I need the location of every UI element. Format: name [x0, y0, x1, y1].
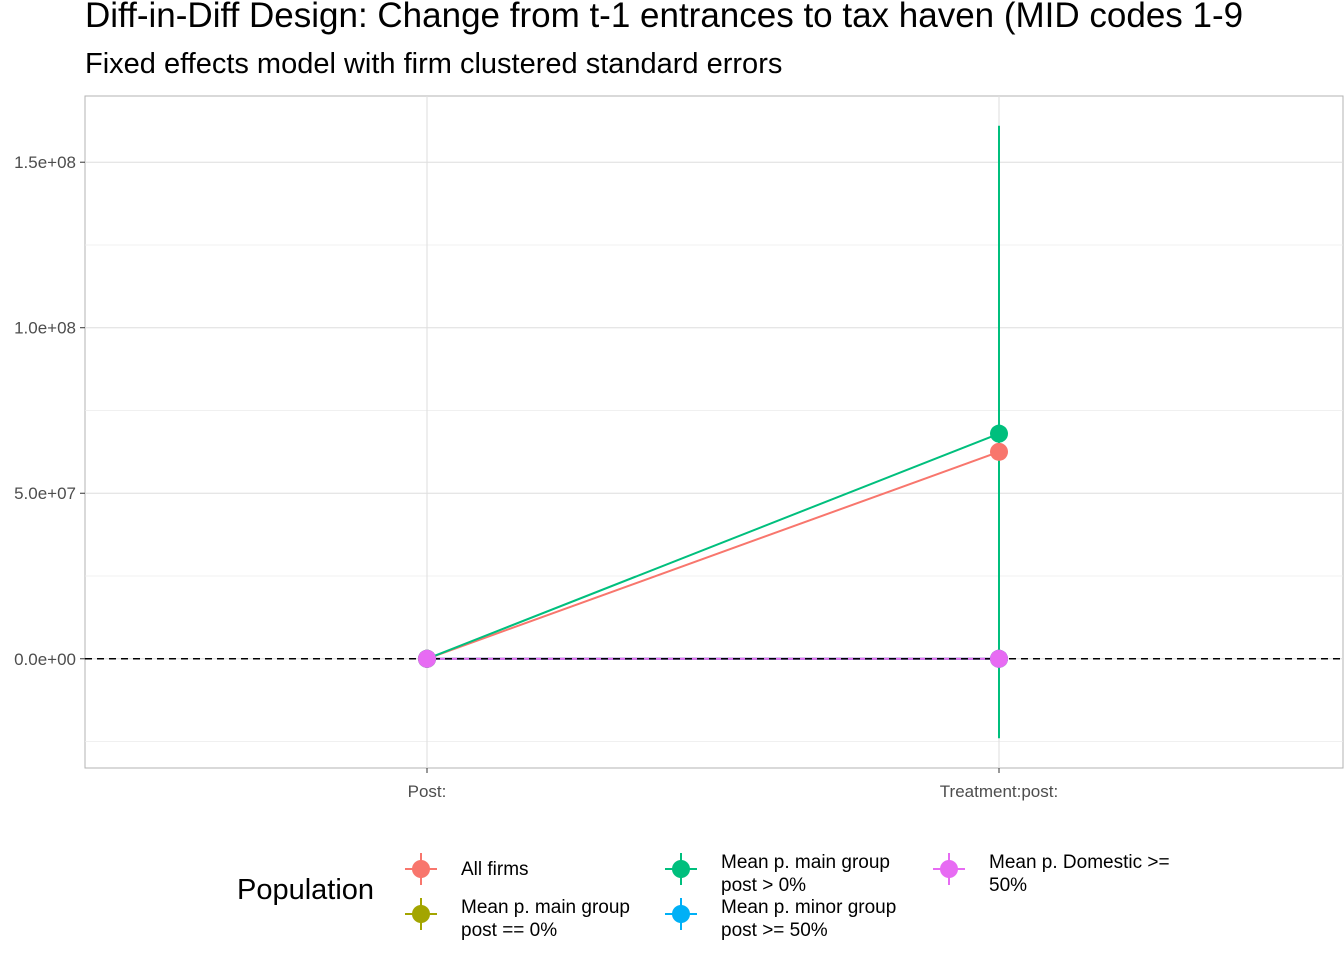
legend-key	[663, 851, 699, 887]
chart-title: Diff-in-Diff Design: Change from t-1 ent…	[85, 0, 1244, 35]
x-tick-label: Treatment:post:	[940, 782, 1058, 801]
legend-label: Mean p. Domestic >= 50%	[989, 852, 1170, 896]
legend-label: Mean p. main group post > 0%	[721, 852, 890, 896]
data-point	[990, 442, 1008, 461]
series-line	[426, 432, 1000, 660]
legend-key	[931, 851, 967, 887]
y-tick-label: 0.0e+00	[14, 650, 76, 669]
legend-item: Mean p. main group post == 0%	[403, 896, 630, 942]
y-tick-label: 5.0e+07	[14, 484, 76, 503]
legend-key	[403, 851, 439, 887]
legend-title: Population	[237, 874, 375, 906]
series-line	[426, 450, 1000, 660]
y-tick-label: 1.5e+08	[14, 153, 76, 172]
legend-key	[403, 896, 439, 932]
chart-subtitle: Fixed effects model with firm clustered …	[85, 48, 783, 80]
data-point	[418, 649, 436, 668]
legend-item: Mean p. main group post > 0%	[663, 851, 890, 897]
legend-key	[663, 896, 699, 932]
legend-item: Mean p. minor group post >= 50%	[663, 896, 896, 942]
x-tick-label: Post:	[408, 782, 447, 801]
legend-label: Mean p. minor group post >= 50%	[721, 897, 897, 941]
legend-label: All firms	[461, 859, 529, 880]
legend-label: Mean p. main group post == 0%	[461, 897, 630, 941]
legend-item: All firms	[403, 851, 529, 887]
data-point	[990, 649, 1008, 668]
panel-border	[84, 95, 1344, 769]
legend-item: Mean p. Domestic >= 50%	[931, 851, 1170, 897]
data-point	[990, 424, 1008, 443]
y-tick-label: 1.0e+08	[14, 319, 76, 338]
